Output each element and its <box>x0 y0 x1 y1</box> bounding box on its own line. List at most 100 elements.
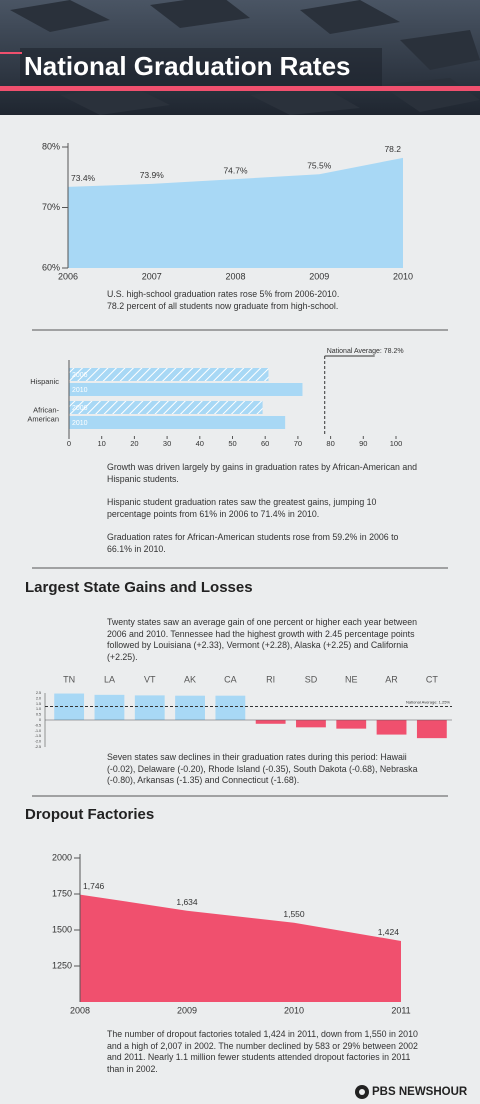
title-band <box>20 48 382 88</box>
category-label: African-American <box>27 405 59 423</box>
x-tick-label: 2011 <box>391 1005 410 1015</box>
value-label: 1,550 <box>283 909 305 919</box>
series-label: 2010 <box>72 387 88 394</box>
y-tick-label: -2.5 <box>35 745 41 749</box>
y-tick-label: 2000 <box>52 852 72 862</box>
x-tick-label: TN <box>63 674 75 684</box>
page-title: National Graduation Rates <box>24 51 351 81</box>
x-tick-label: CA <box>224 674 237 684</box>
y-tick-label: 70% <box>42 202 60 212</box>
y-tick-label: 0 <box>39 718 41 722</box>
bar <box>175 695 205 720</box>
value-label: 73.9% <box>140 170 165 180</box>
x-tick-label: 2009 <box>177 1005 197 1015</box>
value-label: 73.4% <box>71 173 96 183</box>
value-label: 1,424 <box>378 927 400 937</box>
x-tick-label: NE <box>345 674 358 684</box>
bar <box>336 720 367 729</box>
y-tick-label: 0.5 <box>36 713 41 717</box>
bar <box>255 720 286 724</box>
bar <box>69 383 303 396</box>
bar <box>69 401 263 414</box>
bar <box>416 720 447 739</box>
y-tick-label: 1500 <box>52 924 72 934</box>
bar <box>94 694 125 720</box>
x-tick-label: 100 <box>390 439 403 448</box>
x-tick-label: 2008 <box>225 271 245 281</box>
value-label: 75.5% <box>307 160 332 170</box>
x-tick-label: VT <box>144 674 156 684</box>
bar <box>215 695 246 720</box>
reference-label: National Average: 1.25% <box>406 700 450 705</box>
paragraph: Growth was driven largely by gains in gr… <box>107 462 417 484</box>
x-tick-label: 2010 <box>284 1005 304 1015</box>
bar <box>134 695 165 720</box>
bar <box>54 693 85 720</box>
caption: U.S. high-school graduation rates rose 5… <box>107 289 340 299</box>
y-tick-label: 80% <box>42 141 60 151</box>
series-label: 2010 <box>72 420 88 427</box>
x-tick-label: RI <box>266 674 275 684</box>
paragraph: Twenty states saw an average gain of one… <box>107 617 418 662</box>
x-tick-label: 2009 <box>309 271 329 281</box>
y-tick-label: 2.0 <box>36 696 41 700</box>
value-label: 78.2 <box>384 144 401 154</box>
logo-icon <box>359 1089 365 1095</box>
category-label-line: American <box>27 414 59 423</box>
y-tick-label: -1.0 <box>35 729 41 733</box>
x-tick-label: 10 <box>98 439 106 448</box>
x-tick-label: 2006 <box>58 271 78 281</box>
y-tick-label: -1.5 <box>35 734 41 738</box>
value-label: 1,746 <box>83 881 105 891</box>
value-label: 1,634 <box>176 897 198 907</box>
paragraph: Graduation rates for African-American st… <box>107 532 399 554</box>
x-tick-label: CT <box>426 674 438 684</box>
x-tick-label: 2010 <box>393 271 413 281</box>
y-tick-label: 2.5 <box>36 691 41 695</box>
x-tick-label: AK <box>184 674 196 684</box>
y-tick-label: 60% <box>42 262 60 272</box>
area <box>68 157 403 268</box>
bar <box>376 720 407 735</box>
category-label: Hispanic <box>30 377 59 386</box>
value-label: 74.7% <box>223 165 248 175</box>
series-label: 2006 <box>72 405 88 412</box>
section-heading: Dropout Factories <box>25 806 155 823</box>
y-tick-label: 1250 <box>52 960 72 970</box>
bar <box>69 368 269 381</box>
x-tick-label: 2007 <box>142 271 162 281</box>
title-stripe <box>0 52 22 54</box>
logo: PBS NEWSHOUR <box>372 1086 468 1098</box>
area <box>80 894 401 1002</box>
x-tick-label: 80 <box>326 439 334 448</box>
x-tick-label: 70 <box>294 439 302 448</box>
x-tick-label: 60 <box>261 439 269 448</box>
paragraph: Hispanic student graduation rates saw th… <box>107 497 377 519</box>
x-tick-label: 30 <box>163 439 171 448</box>
y-tick-label: -0.5 <box>35 723 41 727</box>
x-tick-label: AR <box>385 674 398 684</box>
paragraph: Seven states saw declines in their gradu… <box>107 752 418 785</box>
y-tick-label: 1750 <box>52 888 72 898</box>
x-tick-label: 90 <box>359 439 367 448</box>
reference-label: National Average: 78.2% <box>327 348 404 355</box>
y-tick-label: 1.5 <box>36 702 41 706</box>
bar <box>69 416 286 429</box>
caption: 78.2 percent of all students now graduat… <box>107 301 339 311</box>
category-label-line: African- <box>33 405 59 414</box>
title-stripe <box>0 86 480 91</box>
y-tick-label: -2.0 <box>35 740 41 744</box>
x-tick-label: 40 <box>196 439 204 448</box>
x-tick-label: 2008 <box>70 1005 90 1015</box>
x-tick-label: LA <box>104 674 115 684</box>
y-tick-label: 1.0 <box>36 707 41 711</box>
series-label: 2006 <box>72 372 88 379</box>
section-heading: Largest State Gains and Losses <box>25 579 253 596</box>
x-tick-label: 0 <box>67 439 71 448</box>
bar <box>296 720 326 728</box>
x-tick-label: 50 <box>228 439 236 448</box>
x-tick-label: SD <box>305 674 318 684</box>
paragraph: The number of dropout factories totaled … <box>107 1029 418 1074</box>
